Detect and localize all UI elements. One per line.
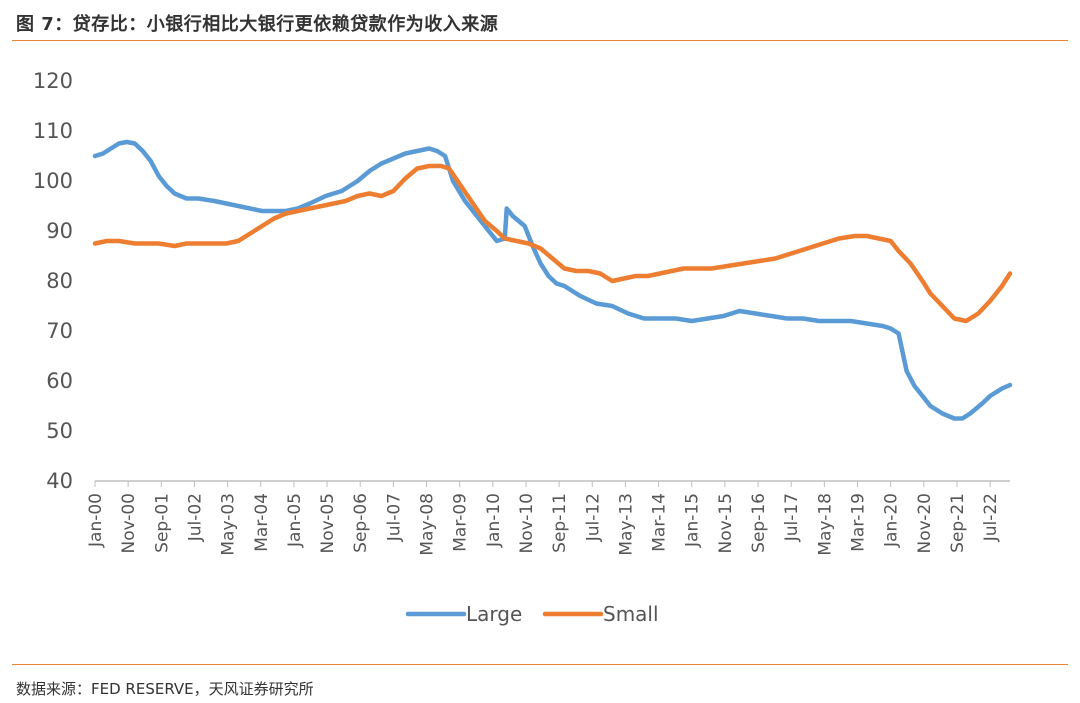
x-tick-label: Nov-15 — [716, 493, 736, 554]
x-tick-label: Jul-12 — [583, 493, 603, 542]
x-tick-label: Nov-20 — [915, 493, 935, 554]
x-tick-label: Jul-17 — [782, 493, 802, 542]
x-tick-label: Jan-10 — [484, 493, 504, 548]
title-divider — [12, 40, 1068, 41]
y-tick-label: 110 — [33, 119, 73, 143]
chart-title: 图 7：贷存比：小银行相比大银行更依赖贷款作为收入来源 — [16, 14, 499, 35]
x-tick-label: Jul-02 — [185, 493, 205, 542]
x-tick-label: Jan-20 — [882, 493, 902, 548]
x-tick-label: Nov-00 — [119, 493, 139, 554]
x-tick-label: Jan-15 — [683, 493, 703, 548]
plot-area — [92, 139, 1013, 421]
x-tick-label: Jan-00 — [86, 493, 106, 548]
x-axis: Jan-00 Nov-00 Sep-01 Jul-02 May-03 Mar-04 Jan-… — [86, 481, 1001, 556]
footer-divider — [12, 664, 1068, 665]
y-tick-label: 120 — [33, 69, 73, 93]
y-tick-label: 80 — [46, 269, 73, 293]
x-tick-label: Mar-19 — [849, 493, 869, 552]
x-tick-label: Mar-09 — [451, 493, 471, 552]
legend-label-small: Small — [603, 602, 659, 626]
x-tick-label: Jul-22 — [981, 493, 1001, 542]
x-tick-label: Sep-11 — [550, 493, 570, 553]
y-tick-label: 70 — [46, 319, 73, 343]
x-tick-label: May-03 — [219, 493, 239, 556]
x-tick-label: May-13 — [616, 493, 636, 556]
legend: Large Small — [405, 602, 659, 626]
x-tick-label: Sep-21 — [948, 493, 968, 553]
x-tick-label: May-08 — [418, 493, 438, 556]
x-tick-label: Sep-06 — [351, 493, 371, 553]
x-tick-label: Nov-05 — [318, 493, 338, 554]
line-chart: 40 50 60 70 80 90 100 110 120 Jan-00 Nov-00 Sep-01… — [33, 69, 1013, 626]
x-tick-label: Jul-07 — [384, 493, 404, 542]
y-tick-label: 40 — [46, 469, 73, 493]
y-tick-label: 100 — [33, 169, 73, 193]
x-tick-label: Jan-05 — [285, 493, 305, 548]
x-tick-label: May-18 — [815, 493, 835, 556]
y-axis: 40 50 60 70 80 90 100 110 120 — [33, 69, 73, 493]
y-tick-label: 90 — [46, 219, 73, 243]
x-tick-label: Mar-14 — [650, 493, 670, 552]
y-tick-label: 50 — [46, 419, 73, 443]
series-line-small — [92, 163, 1013, 324]
legend-label-large: Large — [466, 602, 522, 626]
data-source-note: 数据来源：FED RESERVE，天风证券研究所 — [16, 680, 314, 698]
x-tick-label: Sep-16 — [749, 493, 769, 553]
x-tick-label: Sep-01 — [152, 493, 172, 553]
y-tick-label: 60 — [46, 369, 73, 393]
x-tick-label: Mar-04 — [252, 493, 272, 552]
series-line-large — [92, 139, 1013, 421]
x-tick-label: Nov-10 — [517, 493, 537, 554]
